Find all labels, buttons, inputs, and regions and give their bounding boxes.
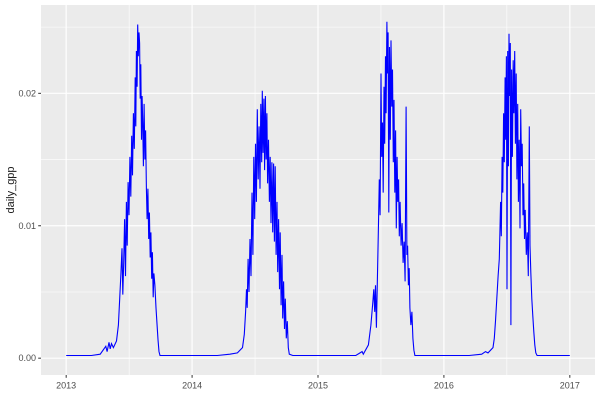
y-tick-label: 0.00 bbox=[18, 353, 36, 363]
x-tick-label: 2015 bbox=[308, 381, 328, 391]
data-line-daily_gpp bbox=[66, 21, 570, 357]
y-tick-label: 0.02 bbox=[18, 88, 36, 98]
x-tick-label: 2016 bbox=[434, 381, 454, 391]
x-tick-label: 2013 bbox=[56, 381, 76, 391]
x-tick-label: 2014 bbox=[182, 381, 202, 391]
y-tick-label: 0.01 bbox=[18, 221, 36, 231]
x-tick-label: 2017 bbox=[560, 381, 580, 391]
